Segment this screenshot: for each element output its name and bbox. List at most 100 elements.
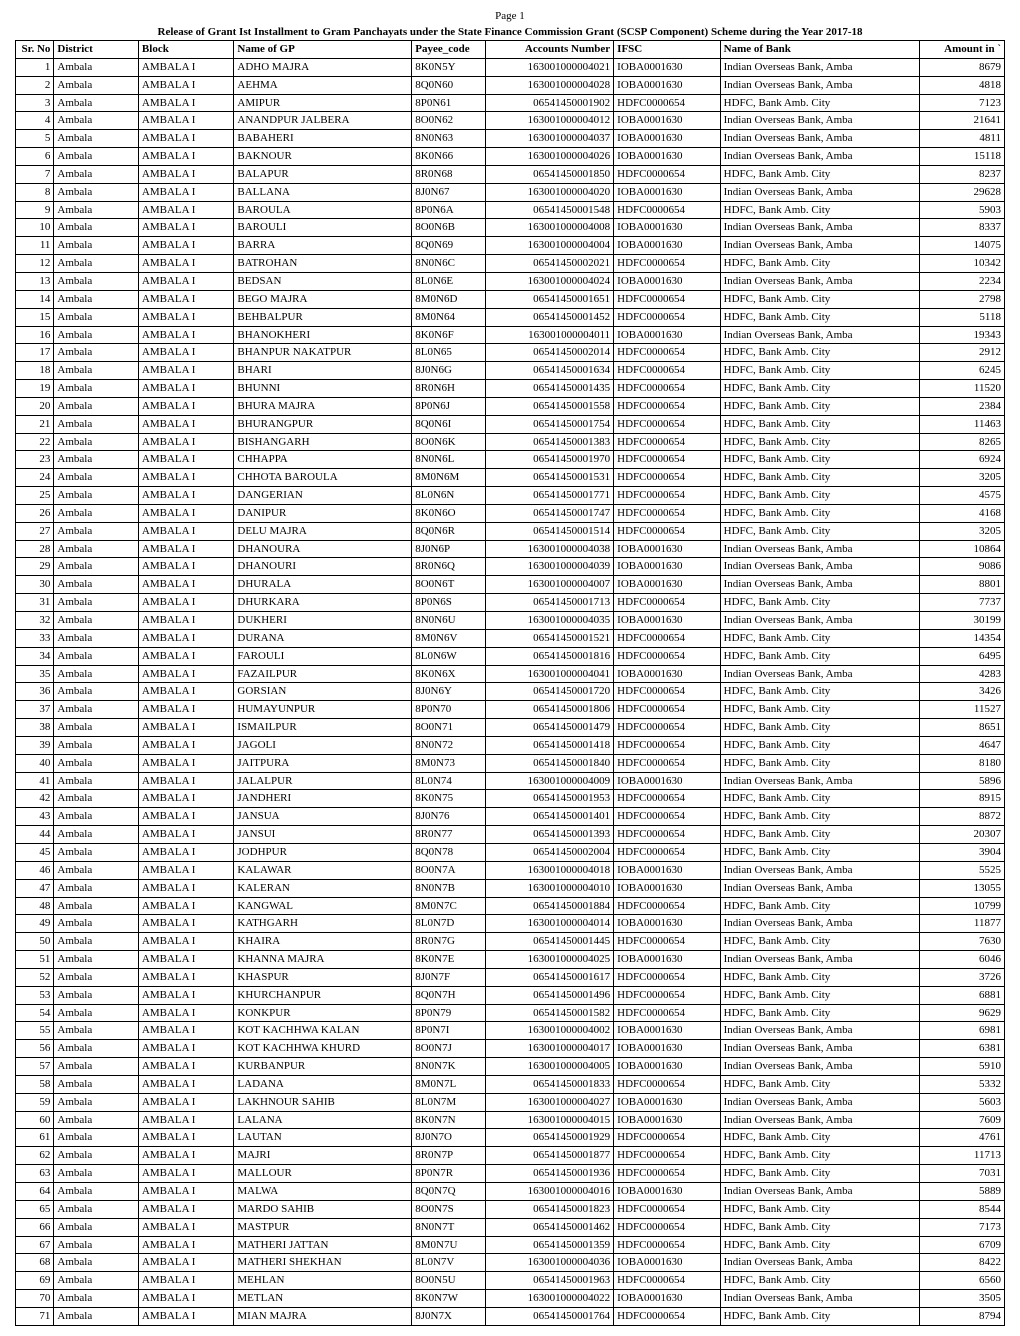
table-cell: 61 [16,1129,54,1147]
table-cell: 06541450001383 [485,433,613,451]
table-cell: 10 [16,219,54,237]
table-cell: KOT KACHHWA KALAN [234,1022,412,1040]
table-cell: HDFC, Bank Amb. City [720,897,920,915]
table-cell: ANANDPUR JALBERA [234,112,412,130]
table-cell: HDFC0000654 [614,843,720,861]
table-cell: AMBALA I [138,165,233,183]
table-cell: Indian Overseas Bank, Amba [720,76,920,94]
table-cell: Ambala [54,469,139,487]
table-cell: AMBALA I [138,1111,233,1129]
table-cell: HDFC, Bank Amb. City [720,415,920,433]
table-cell: AMBALA I [138,290,233,308]
table-cell: HDFC0000654 [614,362,720,380]
table-cell: HDFC0000654 [614,397,720,415]
table-cell: HDFC, Bank Amb. City [720,380,920,398]
table-cell: KANGWAL [234,897,412,915]
table-cell: 06541450001963 [485,1272,613,1290]
table-cell: Ambala [54,344,139,362]
table-cell: 163001000004025 [485,951,613,969]
table-cell: HDFC, Bank Amb. City [720,701,920,719]
table-row: 35AmbalaAMBALA IFAZAILPUR8K0N6X163001000… [16,665,1005,683]
table-cell: Ambala [54,1040,139,1058]
table-cell: 3505 [920,1290,1005,1308]
table-row: 34AmbalaAMBALA IFAROULI8L0N6W06541450001… [16,647,1005,665]
table-cell: AMBALA I [138,272,233,290]
table-cell: Ambala [54,540,139,558]
table-cell: 58 [16,1075,54,1093]
table-cell: 15118 [920,148,1005,166]
table-cell: 8O0N62 [412,112,486,130]
table-cell: Indian Overseas Bank, Amba [720,1022,920,1040]
table-cell: MALWA [234,1183,412,1201]
table-row: 33AmbalaAMBALA IDURANA8M0N6V065414500015… [16,629,1005,647]
table-cell: HDFC0000654 [614,808,720,826]
table-cell: Indian Overseas Bank, Amba [720,112,920,130]
table-cell: 16 [16,326,54,344]
table-cell: 60 [16,1111,54,1129]
col-ifsc: IFSC [614,41,720,59]
table-cell: 7123 [920,94,1005,112]
table-cell: HDFC, Bank Amb. City [720,469,920,487]
table-cell: METLAN [234,1290,412,1308]
table-cell: Ambala [54,1183,139,1201]
table-row: 15AmbalaAMBALA IBEHBALPUR8M0N64065414500… [16,308,1005,326]
table-row: 61AmbalaAMBALA ILAUTAN8J0N7O065414500019… [16,1129,1005,1147]
table-cell: HDFC0000654 [614,1307,720,1325]
table-cell: AMBALA I [138,540,233,558]
table-cell: 8L0N74 [412,772,486,790]
table-cell: IOBA0001630 [614,879,720,897]
table-cell: 7 [16,165,54,183]
table-cell: 06541450001902 [485,94,613,112]
table-cell: 06541450001462 [485,1218,613,1236]
table-cell: 50 [16,933,54,951]
table-cell: HDFC0000654 [614,415,720,433]
table-row: 44AmbalaAMBALA IJANSUI8R0N77065414500013… [16,826,1005,844]
table-cell: 06541450001582 [485,1004,613,1022]
table-cell: HDFC0000654 [614,1165,720,1183]
table-cell: HDFC, Bank Amb. City [720,986,920,1004]
table-cell: HDFC0000654 [614,522,720,540]
table-cell: HDFC, Bank Amb. City [720,754,920,772]
table-cell: 24 [16,469,54,487]
table-cell: AMBALA I [138,701,233,719]
table-cell: CHHAPPA [234,451,412,469]
table-row: 5AmbalaAMBALA IBABAHERI8N0N6316300100000… [16,130,1005,148]
table-cell: HDFC, Bank Amb. City [720,504,920,522]
table-cell: Ambala [54,1290,139,1308]
table-cell: IOBA0001630 [614,665,720,683]
table-cell: AMBALA I [138,380,233,398]
table-row: 14AmbalaAMBALA IBEGO MAJRA8M0N6D06541450… [16,290,1005,308]
table-cell: FAROULI [234,647,412,665]
table-cell: HDFC0000654 [614,701,720,719]
table-cell: MALLOUR [234,1165,412,1183]
table-cell: 8K0N7N [412,1111,486,1129]
table-cell: 2798 [920,290,1005,308]
table-cell: HDFC0000654 [614,1075,720,1093]
table-cell: BEDSAN [234,272,412,290]
table-cell: HDFC0000654 [614,790,720,808]
table-cell: Ambala [54,219,139,237]
table-cell: 8P0N7I [412,1022,486,1040]
table-cell: AMBALA I [138,808,233,826]
table-cell: AMBALA I [138,1218,233,1236]
table-cell: 8Q0N6R [412,522,486,540]
table-row: 11AmbalaAMBALA IBARRA8Q0N691630010000040… [16,237,1005,255]
table-row: 25AmbalaAMBALA IDANGERIAN8L0N6N065414500… [16,487,1005,505]
table-cell: 8K0N7E [412,951,486,969]
table-cell: IOBA0001630 [614,1254,720,1272]
table-cell: 63 [16,1165,54,1183]
table-row: 54AmbalaAMBALA IKONKPUR8P0N7906541450001… [16,1004,1005,1022]
table-cell: 8O0N6T [412,576,486,594]
table-cell: AMBALA I [138,76,233,94]
table-cell: 31 [16,594,54,612]
table-cell: JODHPUR [234,843,412,861]
table-cell: BHARI [234,362,412,380]
table-cell: BEGO MAJRA [234,290,412,308]
table-cell: AMBALA I [138,469,233,487]
table-cell: IOBA0001630 [614,1290,720,1308]
table-cell: Ambala [54,915,139,933]
table-cell: 6881 [920,986,1005,1004]
table-cell: 06541450001747 [485,504,613,522]
table-cell: Ambala [54,968,139,986]
table-cell: 36 [16,683,54,701]
